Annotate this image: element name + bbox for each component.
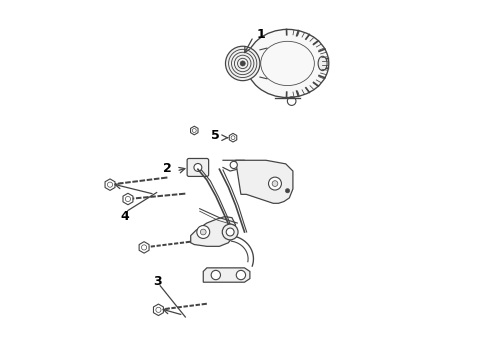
FancyBboxPatch shape [187, 158, 208, 176]
Circle shape [200, 229, 206, 235]
Text: 1: 1 [256, 28, 264, 41]
Polygon shape [139, 242, 149, 253]
Circle shape [194, 163, 202, 171]
Ellipse shape [318, 56, 326, 71]
Polygon shape [122, 193, 133, 205]
Circle shape [222, 224, 238, 240]
Polygon shape [229, 134, 236, 142]
Polygon shape [235, 160, 292, 203]
Circle shape [268, 177, 281, 190]
Ellipse shape [246, 30, 328, 98]
Polygon shape [105, 179, 115, 190]
Circle shape [211, 270, 220, 280]
Circle shape [271, 181, 277, 186]
Circle shape [285, 189, 289, 193]
Text: 3: 3 [153, 275, 162, 288]
Text: 2: 2 [163, 162, 171, 175]
Circle shape [226, 228, 234, 236]
Polygon shape [190, 217, 235, 246]
Polygon shape [203, 268, 249, 282]
Polygon shape [153, 304, 163, 316]
Circle shape [225, 46, 260, 81]
Text: 4: 4 [120, 211, 128, 224]
Text: 5: 5 [211, 129, 220, 143]
Circle shape [230, 161, 237, 168]
Circle shape [236, 270, 245, 280]
Polygon shape [190, 126, 198, 135]
Circle shape [196, 226, 209, 238]
Circle shape [240, 61, 245, 66]
